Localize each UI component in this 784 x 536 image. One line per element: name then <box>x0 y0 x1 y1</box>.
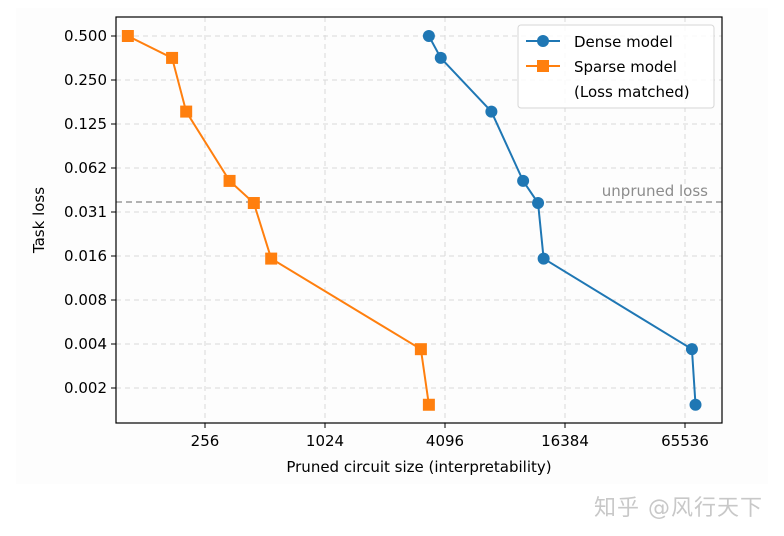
axes-frame <box>115 16 723 424</box>
y-tick-label: 0.004 <box>64 335 107 353</box>
y-tick-label: 0.016 <box>64 247 107 265</box>
legend-sparse-label: Sparse model <box>574 58 677 76</box>
x-tick-label: 16384 <box>541 432 589 450</box>
sparse-data-point <box>166 51 179 64</box>
x-axis-label: Pruned circuit size (interpretability) <box>286 458 551 476</box>
sparse-line <box>127 35 430 405</box>
y-tick-label: 0.250 <box>64 71 107 89</box>
legend-sparse-label-sub: (Loss matched) <box>574 83 690 101</box>
x-tick-label: 1024 <box>306 432 344 450</box>
sparse-data-point <box>247 197 260 210</box>
sparse-data-point <box>121 30 134 42</box>
dense-data-point <box>517 174 530 187</box>
legend-dense-marker-icon <box>537 35 549 47</box>
dense-data-point <box>422 30 435 42</box>
x-tick-label: 65536 <box>661 432 709 450</box>
x-tick-label: 4096 <box>426 432 464 450</box>
sparse-data-point <box>180 105 193 118</box>
sparse-data-point <box>265 252 278 265</box>
unpruned-loss-annotation: unpruned loss <box>602 182 708 200</box>
y-tick-label: 0.500 <box>64 27 107 45</box>
legend-box <box>517 24 715 109</box>
y-tick-label: 0.002 <box>64 379 107 397</box>
dense-data-point <box>689 398 702 411</box>
y-axis-ticks: 0.500 0.250 0.125 0.062 0.031 0.016 0.008 0.004… <box>64 27 116 397</box>
y-tick-label: 0.008 <box>64 291 107 309</box>
sparse-model-series <box>121 30 435 411</box>
dense-model-series <box>422 30 702 411</box>
y-tick-label: 0.031 <box>64 203 107 221</box>
dense-data-point <box>434 51 447 64</box>
dense-data-point <box>485 105 498 118</box>
watermark: 知乎 @风行天下 <box>594 496 763 521</box>
y-tick-label: 0.062 <box>64 159 107 177</box>
sparse-data-point <box>422 398 435 411</box>
sparse-data-point <box>223 174 236 187</box>
y-tick-label: 0.125 <box>64 115 107 133</box>
x-axis-ticks: 256 1024 4096 16384 65536 <box>191 423 709 450</box>
legend-dense-label: Dense model <box>574 33 673 51</box>
y-axis-label: Task loss <box>30 187 48 254</box>
legend-sparse-marker-icon <box>537 60 549 72</box>
x-tick-label: 256 <box>191 432 220 450</box>
sparse-data-point <box>414 343 427 356</box>
dense-data-point <box>532 197 545 210</box>
legend: Dense model Sparse model (Loss matched) <box>517 24 715 109</box>
dense-data-point <box>537 252 550 265</box>
dense-line <box>427 35 697 405</box>
dense-data-point <box>685 343 698 356</box>
